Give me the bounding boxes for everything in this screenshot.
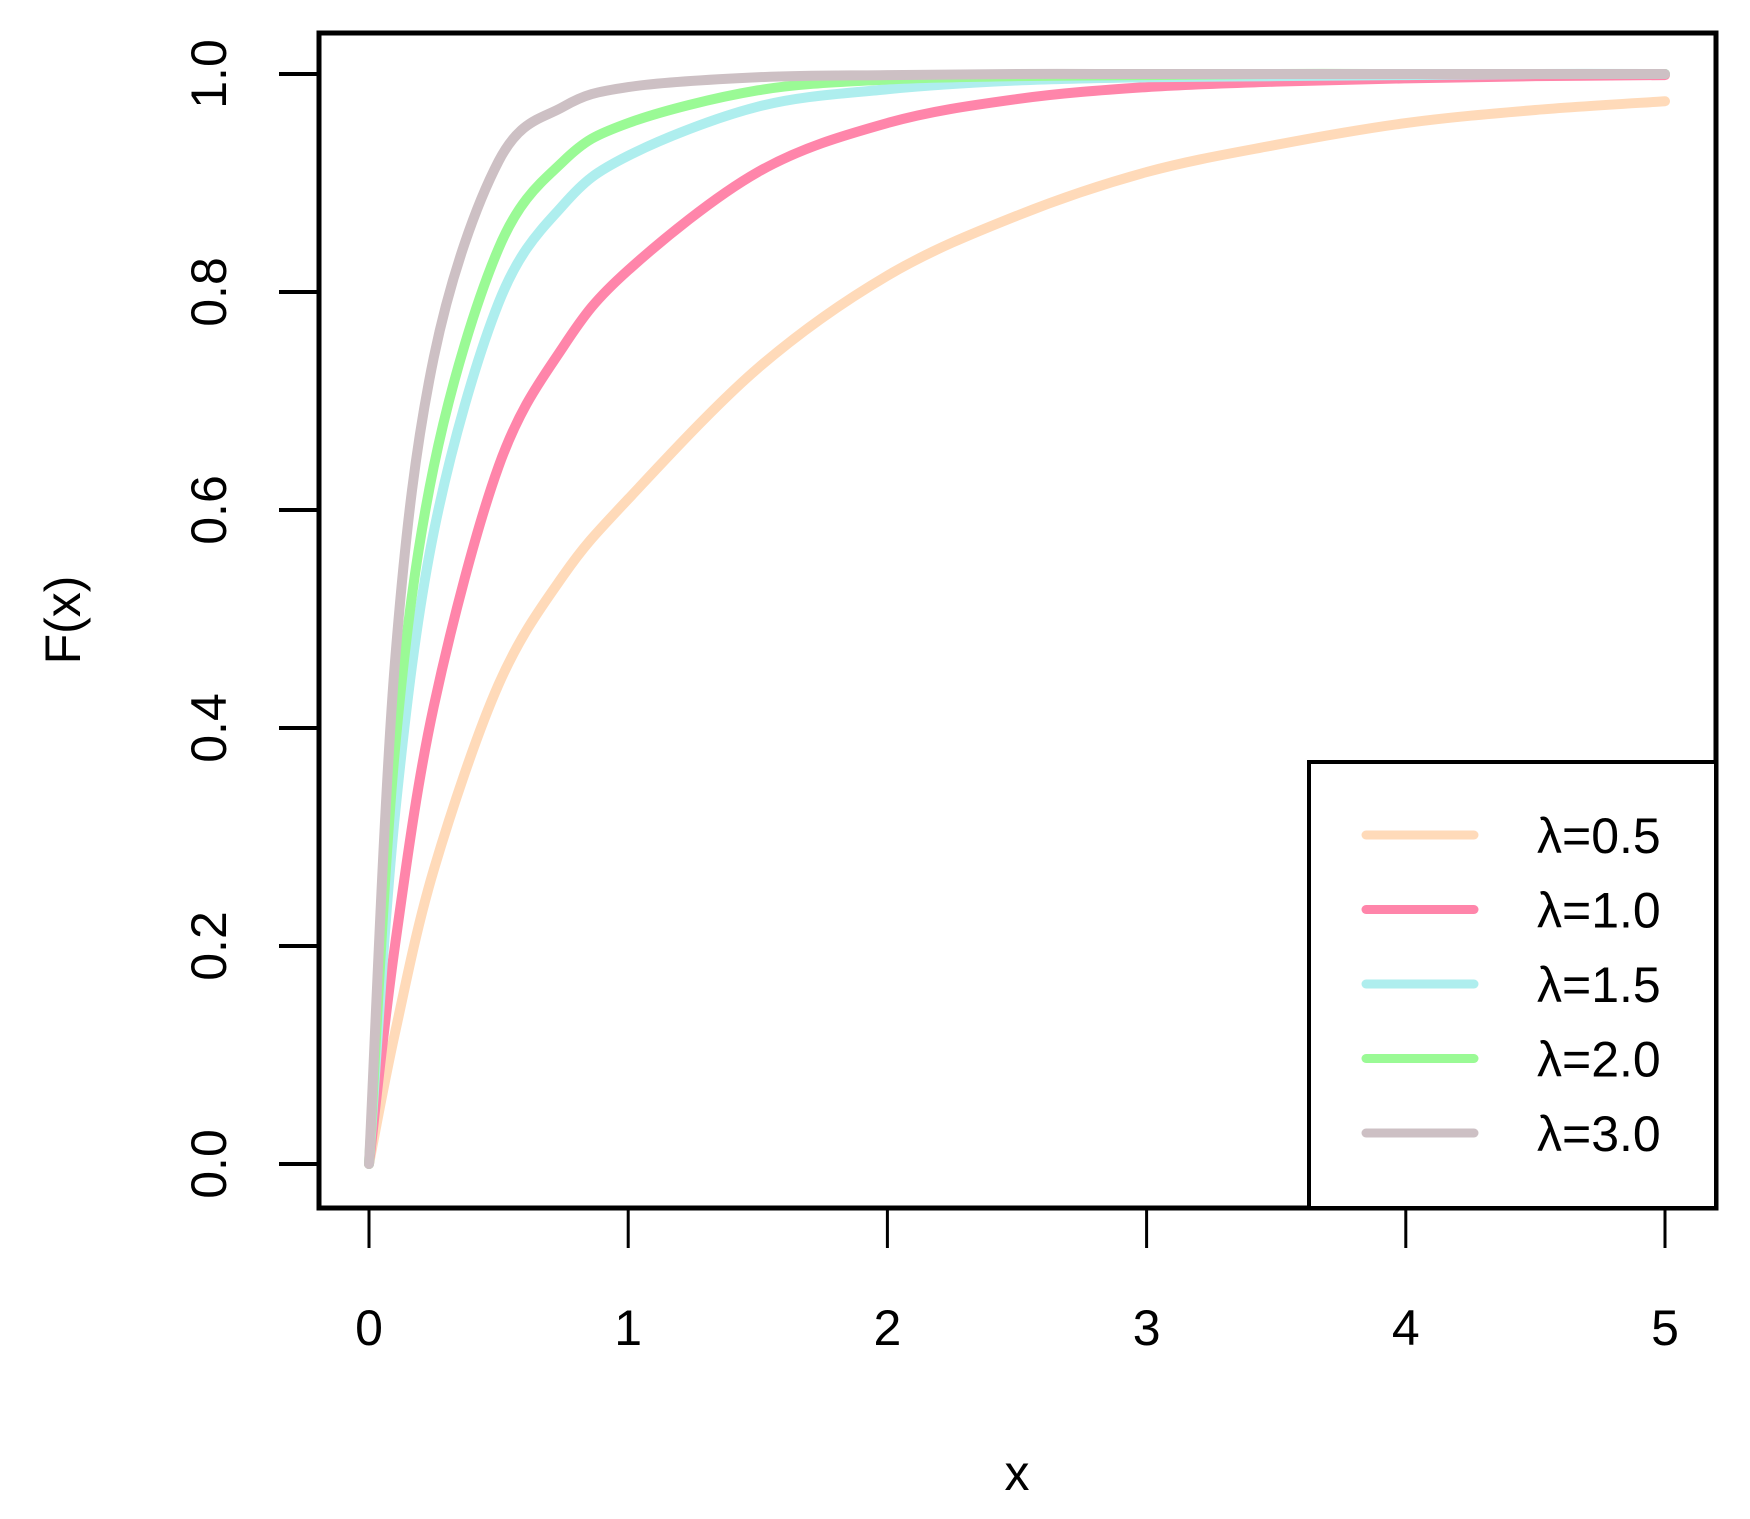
plot-curves [364, 68, 1670, 1169]
x-tick-label: 3 [1133, 1300, 1161, 1356]
y-axis-title: F(x) [35, 576, 91, 665]
x-axis-title: x [1005, 1445, 1030, 1501]
legend-label: λ=0.5 [1537, 808, 1661, 864]
x-tick-label: 0 [355, 1300, 383, 1356]
legend-label: λ=1.0 [1537, 883, 1661, 939]
y-axis: 0.0 0.2 0.4 0.6 0.8 1.0 [181, 39, 319, 1199]
legend-item: λ=0.5 [1361, 808, 1661, 864]
x-tick-label: 2 [873, 1300, 901, 1356]
legend-item: λ=3.0 [1361, 1106, 1661, 1162]
legend-label: λ=3.0 [1537, 1106, 1661, 1162]
x-axis: 0 1 2 3 4 5 [355, 1208, 1679, 1356]
plot-frame [316, 30, 1719, 1211]
y-tick-label: 0.8 [181, 257, 237, 327]
series-line-4 [364, 68, 1670, 1169]
legend-item: λ=2.0 [1361, 1032, 1661, 1088]
y-tick-label: 0.0 [181, 1129, 237, 1199]
legend-item: λ=1.5 [1361, 957, 1661, 1013]
x-tick-label: 1 [614, 1300, 642, 1356]
y-tick-label: 0.4 [181, 693, 237, 763]
x-tick-label: 5 [1651, 1300, 1679, 1356]
y-tick-label: 0.2 [181, 911, 237, 981]
series-line-0 [364, 96, 1670, 1169]
legend-item: λ=1.0 [1361, 883, 1661, 939]
x-tick-label: 4 [1392, 1300, 1420, 1356]
legend: λ=0.5 λ=1.0 λ=1.5 λ=2.0 λ=3.0 [1307, 760, 1718, 1210]
legend-label: λ=1.5 [1537, 957, 1661, 1013]
legend-label: λ=2.0 [1537, 1032, 1661, 1088]
y-tick-label: 1.0 [181, 39, 237, 109]
y-tick-label: 0.6 [181, 475, 237, 545]
